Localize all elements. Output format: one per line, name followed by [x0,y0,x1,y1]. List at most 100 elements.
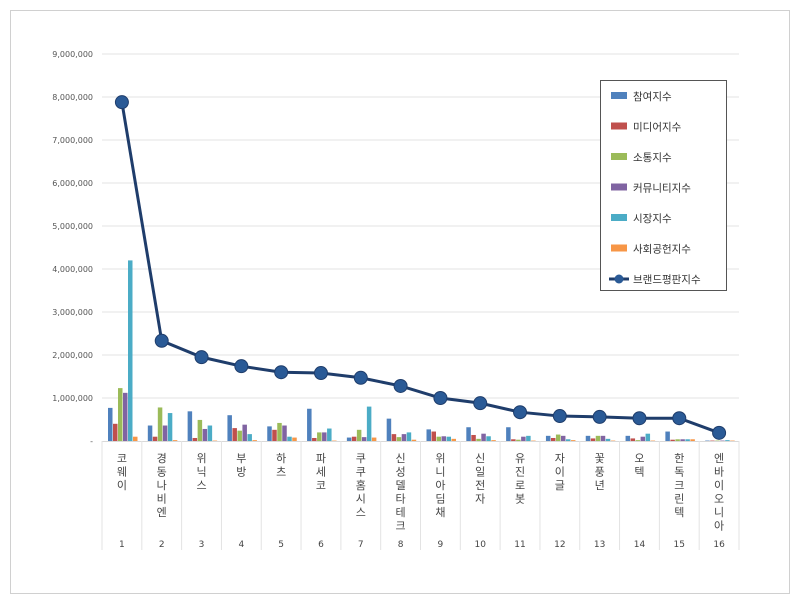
bar-3 [436,436,441,441]
brand-index-point [513,405,528,420]
bar-4 [162,425,168,441]
bar-1 [585,435,591,441]
rank-label: 16 [713,540,725,550]
rank-label: 15 [674,540,685,550]
brand-index-point [313,366,328,381]
bar-5 [725,440,730,441]
bar-3 [675,439,680,441]
bar-4 [600,435,606,441]
rank-label: 11 [514,540,525,550]
bar-4 [123,392,128,441]
brand-index-point [234,359,249,374]
rank-label: 4 [238,540,244,550]
bar-2 [630,438,636,441]
rank-label: 3 [199,540,205,550]
bar-1 [346,437,352,441]
bar-6 [133,436,138,441]
brand-index-point [712,425,727,440]
rank-label: 10 [474,540,486,550]
bar-4 [322,432,327,441]
bar-5 [486,436,491,441]
bar-3 [197,419,203,441]
bar-4 [361,437,367,441]
bar-6 [371,437,377,441]
y-tick-label: 4,000,000 [52,265,93,274]
y-tick-label: 3,000,000 [52,308,93,317]
brand-index-point [473,396,488,411]
bar-2 [471,434,476,441]
bar-3 [476,438,481,441]
bar-2 [550,437,556,441]
y-tick-label: 5,000,000 [52,222,93,231]
bar-2 [670,439,675,441]
bar-5 [526,435,531,441]
bar-6 [172,440,178,441]
bar-3 [277,422,282,441]
bar-1 [545,435,551,441]
rank-label: 7 [358,540,364,550]
brand-index-point [632,411,647,426]
legend-label: 사회공헌지수 [633,244,691,256]
brand-index-point [194,350,209,365]
rank-label: 8 [398,540,404,550]
bar-6 [411,439,417,441]
y-tick-label: 2,000,000 [52,351,93,360]
bar-4 [481,433,486,441]
bar-1 [307,408,312,441]
bar-5 [366,406,372,441]
bar-2 [272,429,277,441]
legend-label: 소통지수 [633,152,672,164]
legend-label: 미디어지수 [633,122,682,134]
bar-2 [192,437,198,441]
bar-1 [147,425,153,441]
rank-label: 13 [594,540,605,550]
legend-swatch [611,92,627,99]
rank-label: 2 [159,540,165,550]
brand-index-point [552,409,567,424]
bar-5 [128,260,133,441]
bar-4 [521,436,526,441]
bar-5 [287,436,292,441]
rank-label: 9 [438,540,444,550]
bar-1 [386,418,392,441]
legend-label: 참여지수 [633,91,672,103]
bar-5 [565,439,571,441]
y-tick-label: 9,000,000 [52,50,93,59]
bar-6 [690,439,695,441]
bar-3 [396,437,402,441]
bar-4 [441,436,446,441]
brand-index-point [672,411,687,426]
bar-1 [466,427,471,441]
y-tick-label: 7,000,000 [52,136,93,145]
rank-label: 5 [278,540,284,550]
legend-label: 시장지수 [633,213,672,225]
brand-index-point [393,378,408,393]
bar-5 [167,413,173,441]
brand-index-point [433,391,448,405]
bar-3 [635,440,641,441]
brand-index-point [353,370,368,385]
legend-marker [614,274,624,284]
y-tick-label: 8,000,000 [52,93,93,102]
brand-index-point [274,365,289,380]
brand-index-point [592,409,607,424]
bar-5 [327,428,332,441]
legend-swatch [611,183,627,191]
bar-3 [317,432,322,441]
bar-3 [356,429,362,441]
bar-2 [152,436,158,441]
bar-1 [665,431,670,441]
bar-4 [202,428,208,441]
legend-swatch [611,153,627,160]
y-tick-label: - [90,437,93,446]
